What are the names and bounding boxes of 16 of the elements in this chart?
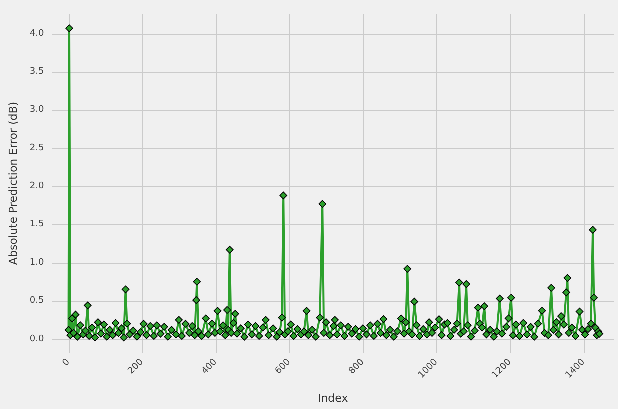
x-tick-label: 0 [61,357,73,369]
y-tick-label: 4.0 [30,28,44,39]
x-tick-label: 800 [347,357,367,377]
y-tick-label: 2.5 [30,143,44,154]
y-axis-title: Absolute Prediction Error (dB) [7,102,20,266]
y-tick-label: 1.0 [30,258,44,268]
x-tick-label: 400 [200,357,220,377]
y-tick-label: 3.0 [30,105,44,116]
y-tick-label: 1.5 [30,220,44,230]
y-tick-label: 0.0 [30,334,44,344]
y-tick-label: 0.5 [30,296,44,306]
x-axis-title: Index [318,392,349,405]
x-tick-label: 600 [274,357,294,377]
y-tick-label: 2.0 [30,182,44,192]
x-tick-label: 200 [126,357,146,377]
y-tick-label: 3.5 [30,67,44,78]
